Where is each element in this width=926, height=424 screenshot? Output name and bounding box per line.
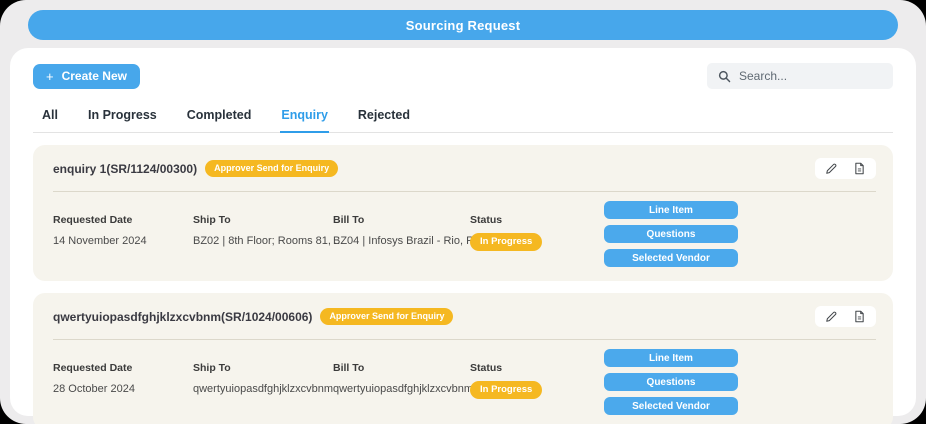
field-value: 14 November 2024: [53, 235, 147, 247]
field-ship-to: Ship To qwertyuiopasdfghjklzxcvbnm: [193, 362, 333, 399]
field-value: qwertyuiopasdfghjklzxcvbnm: [193, 383, 334, 395]
approval-status-badge: Approver Send for Enquiry: [205, 160, 339, 177]
field-status: Status In Progress: [470, 362, 604, 399]
request-card-header: enquiry 1(SR/1124/00300) Approver Send f…: [53, 158, 876, 179]
tab-completed[interactable]: Completed: [186, 108, 252, 122]
questions-button[interactable]: Questions: [604, 225, 738, 243]
selected-vendor-button[interactable]: Selected Vendor: [604, 397, 738, 415]
toolbar: + Create New: [33, 63, 893, 89]
field-label: Ship To: [193, 214, 231, 226]
field-status: Status In Progress: [470, 214, 604, 251]
field-requested-date: Requested Date 14 November 2024: [53, 214, 193, 251]
field-label: Status: [470, 362, 503, 374]
card-icon-group: [815, 306, 876, 327]
card-divider: [53, 191, 876, 192]
field-group: Requested Date 14 November 2024 Ship To …: [53, 201, 604, 251]
edit-icon[interactable]: [825, 162, 838, 175]
line-item-button[interactable]: Line Item: [604, 201, 738, 219]
request-card-body: Requested Date 28 October 2024 Ship To q…: [53, 349, 876, 415]
document-export-icon[interactable]: [853, 162, 866, 175]
search-icon: [718, 70, 731, 83]
field-value: BZ04 | Infosys Brazil - Rio, R...: [333, 235, 484, 247]
card-icon-group: [815, 158, 876, 179]
request-card-body: Requested Date 14 November 2024 Ship To …: [53, 201, 876, 267]
field-requested-date: Requested Date 28 October 2024: [53, 362, 193, 399]
tab-rejected[interactable]: Rejected: [357, 108, 411, 122]
field-label: Requested Date: [53, 362, 133, 374]
card-action-buttons: Line Item Questions Selected Vendor: [604, 349, 738, 415]
line-item-button[interactable]: Line Item: [604, 349, 738, 367]
create-new-button[interactable]: + Create New: [33, 63, 140, 89]
search-input[interactable]: [739, 69, 882, 83]
create-new-label: Create New: [61, 69, 127, 83]
field-label: Requested Date: [53, 214, 133, 226]
tab-bar: All In Progress Completed Enquiry Reject…: [33, 101, 893, 133]
request-title: qwertyuiopasdfghjklzxcvbnm(SR/1024/00606…: [53, 309, 313, 324]
request-title: enquiry 1(SR/1124/00300): [53, 161, 198, 176]
request-card: enquiry 1(SR/1124/00300) Approver Send f…: [33, 145, 893, 281]
document-export-icon[interactable]: [853, 310, 866, 323]
status-badge: In Progress: [470, 233, 543, 251]
field-label: Bill To: [333, 214, 365, 226]
field-value: qwertyuiopasdfghjklzxcvbnm: [333, 383, 474, 395]
field-bill-to: Bill To qwertyuiopasdfghjklzxcvbnm: [333, 362, 474, 399]
field-group: Requested Date 28 October 2024 Ship To q…: [53, 349, 604, 399]
card-divider: [53, 339, 876, 340]
search-box[interactable]: [707, 63, 893, 89]
request-card-header: qwertyuiopasdfghjklzxcvbnm(SR/1024/00606…: [53, 306, 876, 327]
field-bill-to: Bill To BZ04 | Infosys Brazil - Rio, R..…: [333, 214, 484, 251]
field-label: Status: [470, 214, 503, 226]
field-label: Ship To: [193, 362, 231, 374]
tab-enquiry[interactable]: Enquiry: [280, 101, 329, 133]
tab-all[interactable]: All: [42, 108, 58, 122]
selected-vendor-button[interactable]: Selected Vendor: [604, 249, 738, 267]
page-header-bar: Sourcing Request: [28, 10, 898, 40]
plus-icon: +: [46, 68, 54, 84]
field-value: 28 October 2024: [53, 383, 135, 395]
card-action-buttons: Line Item Questions Selected Vendor: [604, 201, 738, 267]
status-badge: In Progress: [470, 381, 543, 399]
request-card: qwertyuiopasdfghjklzxcvbnm(SR/1024/00606…: [33, 293, 893, 424]
field-ship-to: Ship To BZ02 | 8th Floor; Rooms 81, ...: [193, 214, 344, 251]
page-title: Sourcing Request: [405, 17, 521, 33]
edit-icon[interactable]: [825, 310, 838, 323]
main-panel: + Create New All In Progress Completed E…: [10, 48, 916, 424]
tab-in-progress[interactable]: In Progress: [87, 108, 157, 122]
approval-status-badge: Approver Send for Enquiry: [320, 308, 454, 325]
field-label: Bill To: [333, 362, 365, 374]
questions-button[interactable]: Questions: [604, 373, 738, 391]
field-value: BZ02 | 8th Floor; Rooms 81, ...: [193, 235, 344, 247]
